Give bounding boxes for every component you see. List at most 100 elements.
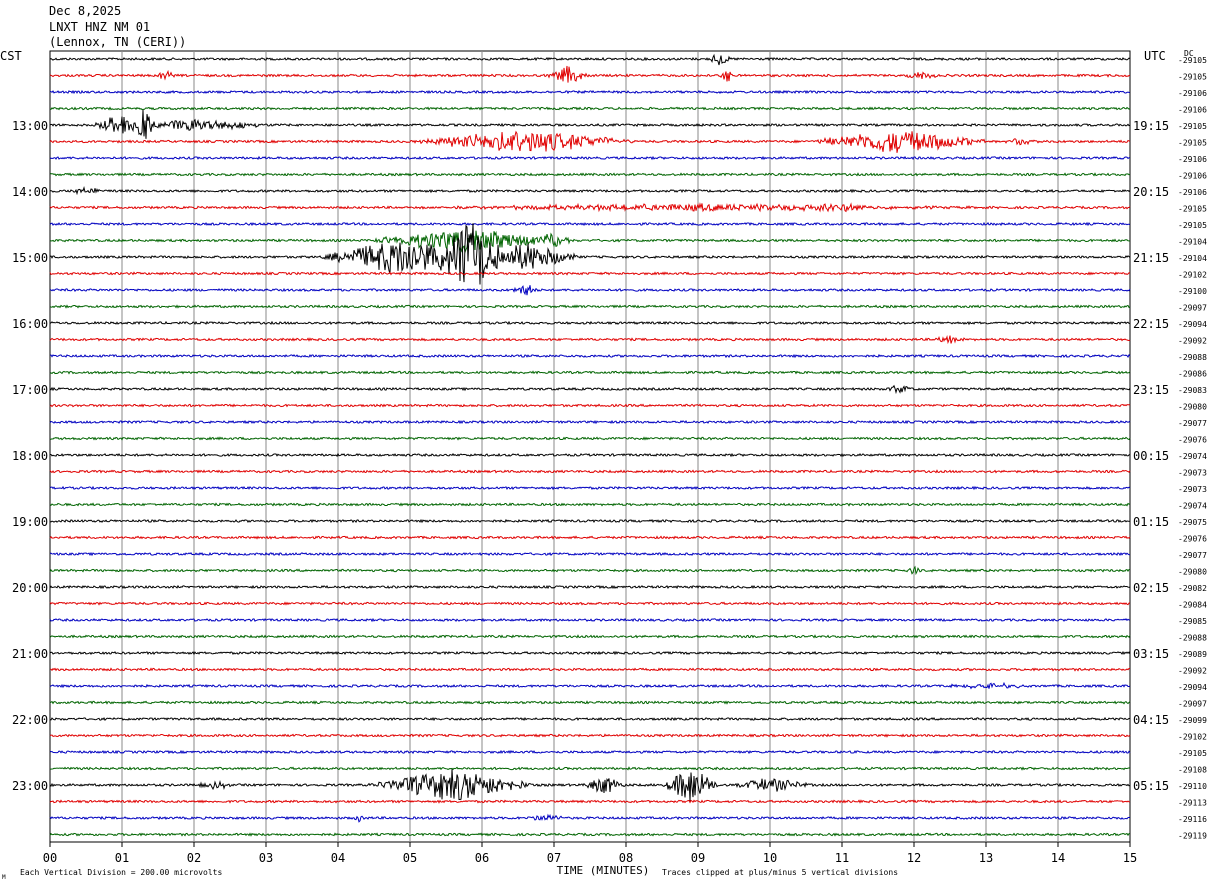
dc-offset-label: -29105: [1178, 749, 1207, 758]
dc-offset-label: -29100: [1178, 287, 1207, 296]
seismic-trace: [49, 53, 1131, 66]
corner-mark: M: [2, 874, 6, 881]
seismic-trace: [49, 320, 1130, 326]
dc-offset-label: -29080: [1178, 403, 1207, 412]
dc-offset-label: -29097: [1178, 700, 1207, 709]
seismic-trace: [49, 485, 1131, 491]
seismic-trace: [49, 733, 1131, 738]
left-axis-label: CST: [0, 49, 22, 63]
utc-hour-label: 23:15: [1133, 383, 1169, 397]
dc-offset-label: -29077: [1178, 419, 1207, 428]
cst-hour-label: 15:00: [12, 251, 48, 265]
dc-offset-label: -29088: [1178, 634, 1207, 643]
dc-offset-label: -29080: [1178, 568, 1207, 577]
utc-hour-label: 02:15: [1133, 581, 1169, 595]
x-tick-label: 13: [979, 851, 993, 865]
cst-hour-label: 22:00: [12, 713, 48, 727]
dc-offset-label: -29088: [1178, 353, 1207, 362]
seismic-trace: [49, 518, 1131, 524]
seismic-trace: [49, 185, 1131, 196]
seismic-trace: [49, 230, 1131, 255]
seismic-trace: [49, 634, 1131, 639]
seismic-trace: [49, 650, 1131, 656]
cst-hour-label: 17:00: [12, 383, 48, 397]
location-label: (Lennox, TN (CERI)): [49, 35, 187, 49]
dc-offset-label: -29105: [1178, 56, 1207, 65]
seismic-trace: [49, 304, 1131, 309]
utc-hour-label: 05:15: [1133, 779, 1169, 793]
utc-hour-label: 01:15: [1133, 515, 1169, 529]
dc-offset-label: -29092: [1178, 667, 1207, 676]
dc-offset-label: -29106: [1178, 89, 1207, 98]
seismic-trace: [49, 565, 1131, 576]
seismic-trace: [49, 813, 1131, 823]
dc-offset-label: -29105: [1178, 122, 1207, 131]
seismic-trace: [49, 403, 1131, 408]
seismic-trace: [49, 106, 1131, 111]
x-tick-label: 15: [1123, 851, 1137, 865]
dc-column-label: DC: [1184, 49, 1194, 58]
seismic-trace: [49, 223, 1131, 285]
dc-offset-label: -29076: [1178, 436, 1207, 445]
dc-offset-label: -29106: [1178, 188, 1207, 197]
dc-offset-label: -29089: [1178, 650, 1207, 659]
dc-offset-label: -29092: [1178, 337, 1207, 346]
dc-offset-label: -29084: [1178, 601, 1207, 610]
dc-offset-label: -29104: [1178, 254, 1207, 263]
utc-hour-label: 21:15: [1133, 251, 1169, 265]
dc-offset-label: -29075: [1178, 518, 1207, 527]
seismic-trace: [49, 469, 1131, 474]
x-tick-label: 01: [115, 851, 129, 865]
seismic-trace: [49, 716, 1131, 722]
dc-offset-label: -29106: [1178, 172, 1207, 181]
x-axis-label: TIME (MINUTES): [557, 864, 650, 877]
dc-offset-label: -29086: [1178, 370, 1207, 379]
seismic-trace: [49, 749, 1131, 755]
x-tick-label: 03: [259, 851, 273, 865]
x-tick-label: 10: [763, 851, 777, 865]
utc-hour-label: 04:15: [1133, 713, 1169, 727]
seismic-trace: [49, 681, 1131, 690]
cst-hour-label: 21:00: [12, 647, 48, 661]
utc-hour-label: 00:15: [1133, 449, 1169, 463]
seismic-trace: [49, 617, 1131, 623]
seismic-trace: [50, 667, 1131, 672]
dc-offset-label: -29073: [1178, 485, 1207, 494]
x-tick-label: 06: [475, 851, 489, 865]
seismic-trace: [49, 172, 1131, 177]
x-tick-label: 00: [43, 851, 57, 865]
plot-frame: [49, 50, 1131, 843]
dc-offset-label: -29074: [1178, 452, 1207, 461]
cst-hour-label: 18:00: [12, 449, 48, 463]
dc-offset-label: -29082: [1178, 584, 1207, 593]
dc-offset-label: -29108: [1178, 766, 1207, 775]
dc-offset-label: -29085: [1178, 617, 1207, 626]
cst-hour-label: 13:00: [12, 119, 48, 133]
seismic-trace: [49, 370, 1131, 375]
seismic-trace: [49, 202, 1131, 213]
dc-offset-label: -29106: [1178, 106, 1207, 115]
dc-offset-label: -29105: [1178, 221, 1207, 230]
date-label: Dec 8,2025: [49, 4, 122, 18]
seismic-trace: [49, 551, 1131, 557]
dc-offset-label: -29083: [1178, 386, 1207, 395]
seismic-trace: [50, 452, 1131, 458]
dc-offset-label: -29073: [1178, 469, 1207, 478]
seismic-trace: [49, 130, 1131, 153]
cst-hour-label: 23:00: [12, 779, 48, 793]
dc-offset-label: -29104: [1178, 238, 1207, 247]
seismic-trace: [49, 700, 1131, 705]
seismic-trace: [49, 769, 1131, 801]
clip-note: Traces clipped at plus/minus 5 vertical …: [662, 868, 898, 877]
x-tick-label: 07: [547, 851, 561, 865]
seismic-trace: [49, 109, 1131, 139]
dc-offset-label: -29116: [1178, 815, 1207, 824]
utc-hour-label: 19:15: [1133, 119, 1169, 133]
x-tick-label: 09: [691, 851, 705, 865]
seismic-trace: [49, 535, 1131, 540]
dc-offset-label: -29102: [1178, 733, 1207, 742]
seismic-trace: [49, 353, 1131, 359]
right-axis-label: UTC: [1144, 49, 1166, 63]
x-tick-label: 04: [331, 851, 345, 865]
dc-offset-label: -29105: [1178, 139, 1207, 148]
